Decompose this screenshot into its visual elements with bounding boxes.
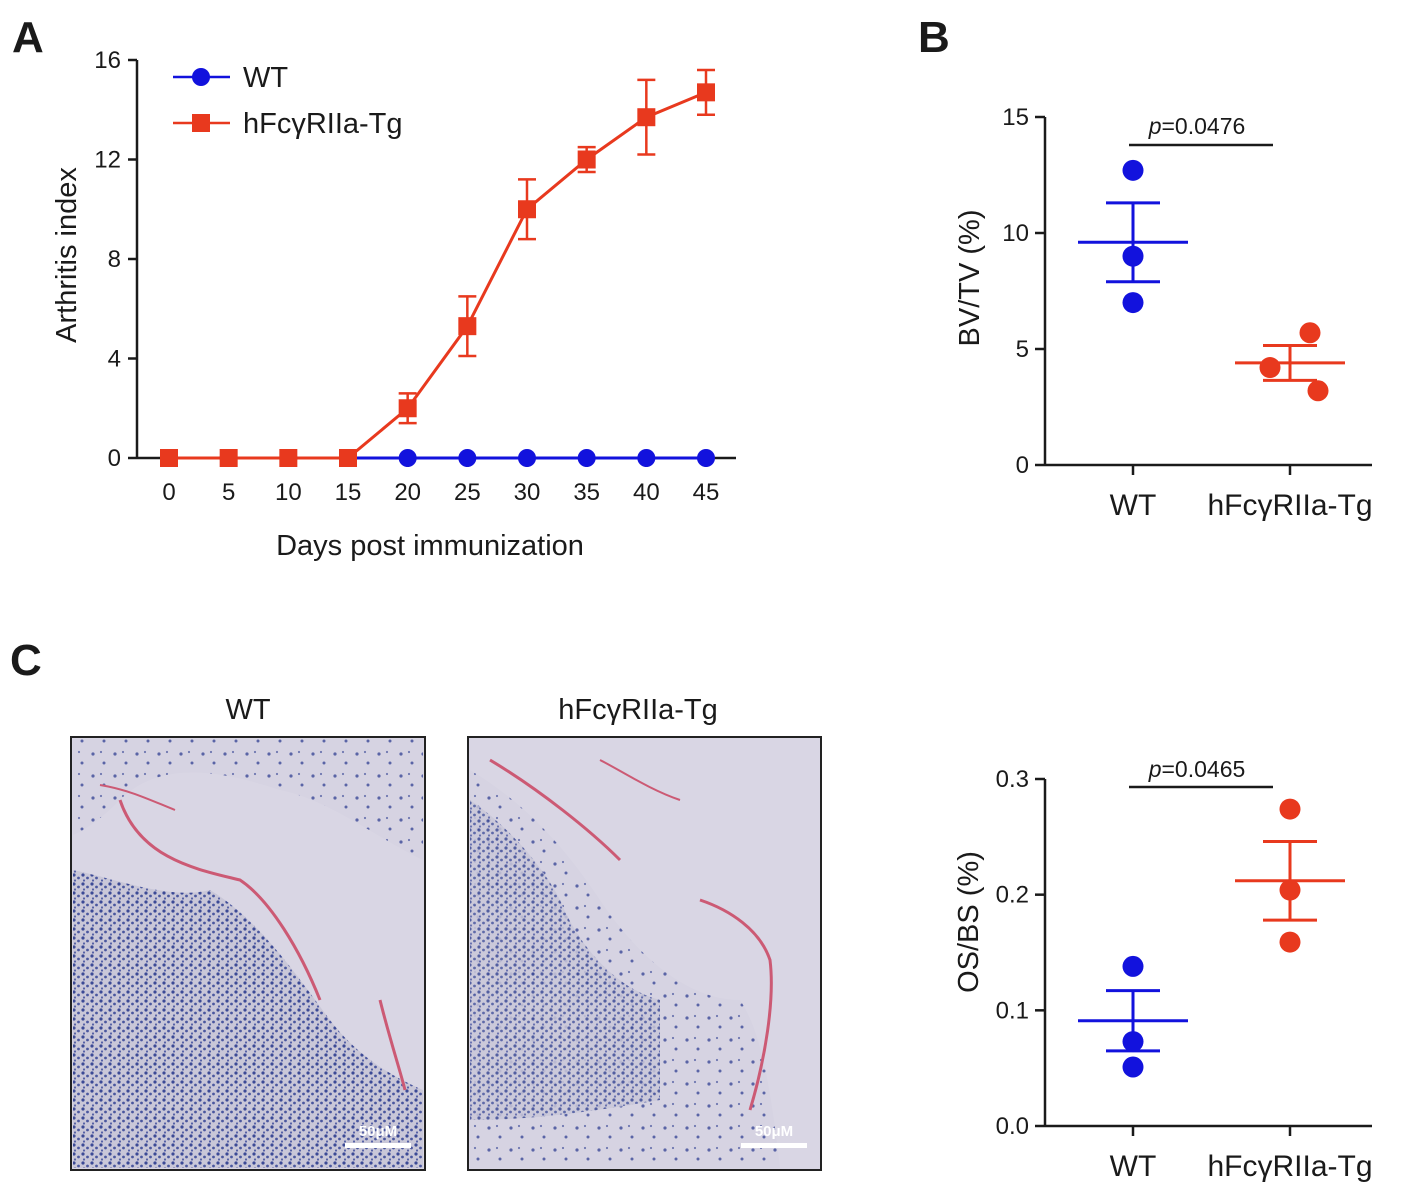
chart-b-point — [1122, 292, 1144, 314]
chart-a-series-line — [169, 90, 707, 460]
chart-c-y-ticks: 0.0 0.1 0.2 0.3 — [996, 766, 1045, 1140]
chart-c-y-axis-title: OS/BS (%) — [953, 851, 985, 993]
chart-b-bvtv: 0 5 10 15 WT hFcγRIIa-Tg BV/TV (%) p=0.0476 — [954, 104, 1373, 522]
panel-letter-a: A — [12, 13, 44, 62]
chart-a-x-tick-label: 40 — [633, 479, 660, 506]
chart-a-x-axis-title: Days post immunization — [276, 530, 584, 562]
chart-b-point — [1299, 322, 1321, 344]
chart-a-x-tick-label: 0 — [162, 479, 175, 506]
chart-a-point-tg — [518, 200, 536, 219]
chart-a-x-tick-label: 25 — [454, 479, 481, 506]
chart-b-y-ticks: 0 5 10 15 — [1002, 104, 1045, 479]
chart-b-y-axis-title: BV/TV (%) — [954, 210, 986, 347]
micrograph-wt: 50μM — [70, 736, 426, 1171]
chart-a-series — [160, 68, 715, 467]
chart-a-point-tg — [398, 399, 417, 418]
chart-b-pvalue-italic: p — [1148, 113, 1162, 139]
chart-a-point-wt — [637, 449, 656, 467]
chart-c-x-ticks: WT hFcγRIIa-Tg — [1110, 1126, 1373, 1183]
chart-a-y-ticks: 0 4 8 12 16 — [94, 47, 137, 472]
chart-b-group-tg — [1235, 322, 1345, 402]
chart-a-x-tick-label: 20 — [394, 479, 421, 506]
legend-wt-label: WT — [243, 62, 288, 94]
chart-a-point-wt — [458, 449, 477, 467]
chart-c-y-tick-label: 0.0 — [996, 1113, 1029, 1140]
micrograph-tg-title: hFcγRIIa-Tg — [558, 694, 718, 726]
chart-c-pvalue: p=0.0465 — [1148, 756, 1246, 782]
panel-letter-c: C — [10, 636, 42, 685]
chart-b-y-tick-label: 15 — [1002, 104, 1029, 131]
chart-c-group-wt — [1078, 955, 1188, 1078]
chart-a-x-tick-label: 15 — [335, 479, 362, 506]
chart-a-x-tick-label: 10 — [275, 479, 302, 506]
chart-a-point-wt — [518, 449, 536, 467]
chart-c-y-tick-label: 0.2 — [996, 882, 1029, 909]
chart-b-y-tick-label: 5 — [1016, 336, 1029, 363]
chart-b-category-label: WT — [1110, 489, 1157, 522]
micrograph-wt-title: WT — [225, 694, 270, 726]
chart-c-category-label: hFcγRIIa-Tg — [1207, 1150, 1372, 1183]
chart-a-point-tg — [279, 449, 298, 467]
chart-a-point-wt — [577, 449, 596, 467]
chart-a-x-tick-label: 35 — [573, 479, 600, 506]
chart-b-group-wt — [1078, 159, 1188, 314]
chart-a-legend: WT hFcγRIIa-Tg — [173, 62, 403, 140]
chart-c-groups — [1078, 798, 1345, 1078]
chart-c-y-tick-label: 0.3 — [996, 766, 1029, 793]
chart-a-point-tg — [160, 449, 178, 467]
chart-a-point-tg — [458, 317, 477, 336]
chart-c-pvalue-italic: p — [1148, 756, 1162, 782]
chart-b-x-ticks: WT hFcγRIIa-Tg — [1110, 465, 1373, 522]
chart-c-point — [1279, 879, 1301, 901]
chart-b-category-label: hFcγRIIa-Tg — [1207, 489, 1372, 522]
chart-a-y-tick-label: 4 — [108, 346, 121, 373]
micrographs: WT hFcγRIIa-Tg 50μM 50μM — [70, 694, 822, 1171]
legend-wt-marker — [192, 68, 210, 86]
chart-a-point-tg — [637, 108, 656, 127]
chart-a-y-tick-label: 0 — [108, 445, 121, 472]
legend-tg-marker — [192, 114, 210, 132]
chart-c-point — [1122, 1056, 1144, 1078]
chart-a-x-tick-label: 5 — [222, 479, 235, 506]
chart-b-groups — [1078, 159, 1345, 402]
chart-a-point-wt — [697, 449, 715, 467]
chart-a-x-tick-label: 30 — [514, 479, 541, 506]
chart-a-y-tick-label: 16 — [94, 47, 121, 74]
chart-a-x-ticks: 0 5 10 15 20 25 30 35 40 45 — [162, 458, 719, 506]
chart-c-osbs: 0.0 0.1 0.2 0.3 WT hFcγRIIa-Tg OS/BS (%) p=0… — [953, 756, 1373, 1183]
chart-c-group-tg — [1235, 798, 1345, 953]
chart-b-y-tick-label: 0 — [1016, 452, 1029, 479]
micrograph-wt-scale-bar: 50μM — [359, 1123, 397, 1140]
chart-c-y-tick-label: 0.1 — [996, 997, 1029, 1024]
chart-a-point-tg — [339, 449, 357, 467]
chart-c-pvalue-number: =0.0465 — [1162, 756, 1246, 782]
chart-a-series-tg — [160, 68, 715, 467]
chart-a-x-tick-label: 45 — [693, 479, 720, 506]
panel-letter-b: B — [918, 13, 950, 62]
chart-a-point-wt — [398, 449, 417, 467]
chart-b-point — [1259, 357, 1281, 379]
chart-b-pvalue: p=0.0476 — [1148, 113, 1246, 139]
chart-a-point-tg — [577, 150, 596, 169]
chart-c-point — [1122, 955, 1144, 977]
micrograph-tg-scale-bar: 50μM — [755, 1123, 793, 1140]
chart-c-point — [1122, 1031, 1144, 1053]
chart-a-y-axis-title: Arthritis index — [51, 167, 83, 343]
chart-a-y-tick-label: 12 — [94, 147, 121, 174]
chart-b-point — [1122, 159, 1144, 181]
chart-c-point — [1279, 798, 1301, 820]
chart-b-point — [1122, 245, 1144, 267]
chart-b-y-tick-label: 10 — [1002, 220, 1029, 247]
chart-b-point — [1307, 380, 1329, 402]
chart-a-y-tick-label: 8 — [108, 246, 121, 273]
legend-tg-label: hFcγRIIa-Tg — [243, 108, 403, 140]
chart-a-point-tg — [697, 83, 715, 102]
chart-a-point-tg — [219, 449, 238, 467]
micrograph-tg: 50μM — [467, 736, 822, 1171]
chart-c-category-label: WT — [1110, 1150, 1157, 1183]
chart-b-pvalue-number: =0.0476 — [1162, 113, 1246, 139]
chart-c-point — [1279, 931, 1301, 953]
chart-a-arthritis-index: 0 4 8 12 16 0 5 10 15 20 25 30 35 40 45 Arthritis ind… — [51, 47, 736, 562]
